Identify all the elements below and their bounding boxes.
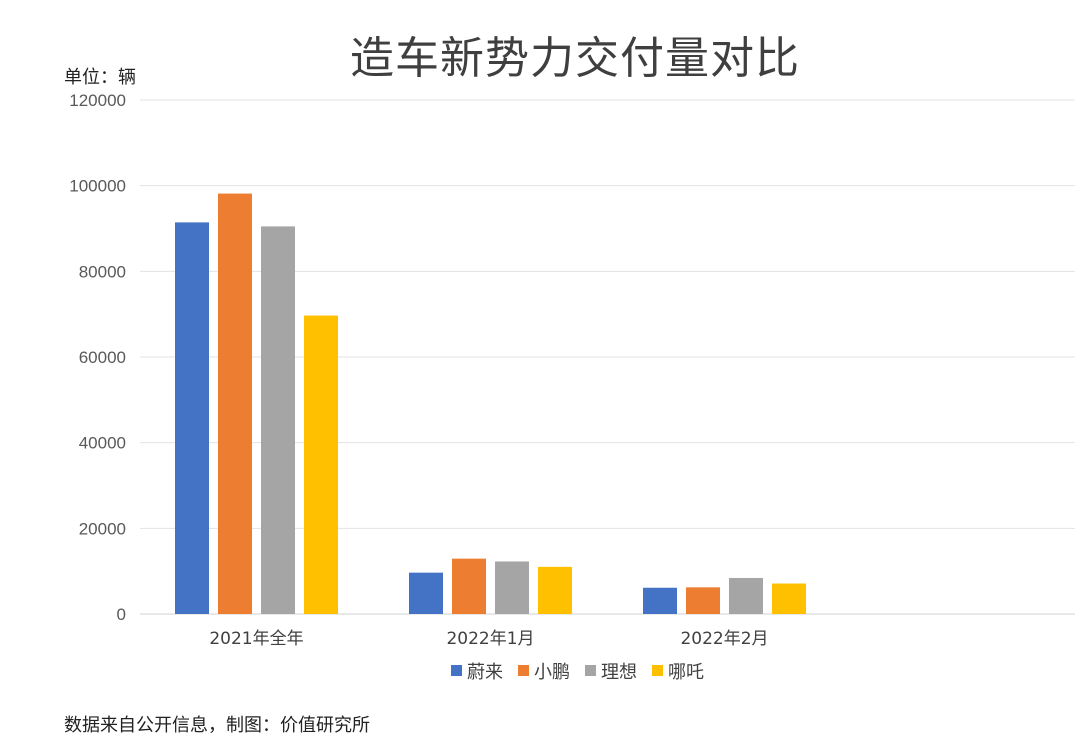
bar-1 — [175, 222, 209, 614]
bar-4 — [772, 583, 806, 614]
bar-3 — [261, 226, 295, 614]
legend-swatch — [451, 665, 462, 676]
bar-3 — [729, 577, 763, 614]
legend-label: 理想 — [601, 662, 637, 683]
bar-1 — [409, 572, 443, 614]
bar-2 — [686, 587, 720, 614]
y-tick-label: 20000 — [79, 519, 126, 538]
source-note: 数据来自公开信息，制图：价值研究所 — [64, 715, 370, 736]
legend-swatch — [585, 665, 596, 676]
y-tick-label: 40000 — [79, 434, 126, 453]
chart-title: 造车新势力交付量对比 — [350, 33, 800, 84]
x-tick-label: 2022年2月 — [680, 629, 768, 649]
bar-1 — [643, 587, 677, 614]
legend-swatch — [518, 665, 529, 676]
bar-2 — [218, 193, 252, 615]
unit-label: 单位：辆 — [64, 67, 136, 88]
legend-label: 小鹏 — [534, 662, 570, 683]
y-tick-label: 100000 — [69, 177, 126, 196]
legend-label: 哪吒 — [668, 662, 704, 683]
y-tick-label: 80000 — [79, 262, 126, 281]
bar-4 — [538, 566, 572, 614]
y-tick-label: 0 — [117, 605, 126, 624]
legend-swatch — [652, 665, 663, 676]
legend-label: 蔚来 — [467, 662, 503, 683]
y-tick-label: 60000 — [79, 348, 126, 367]
bar-2 — [452, 558, 486, 614]
x-tick-label: 2022年1月 — [446, 629, 534, 649]
bar-4 — [304, 315, 338, 614]
x-tick-label: 2021年全年 — [209, 629, 303, 649]
bar-3 — [495, 561, 529, 614]
y-tick-label: 120000 — [69, 91, 126, 110]
